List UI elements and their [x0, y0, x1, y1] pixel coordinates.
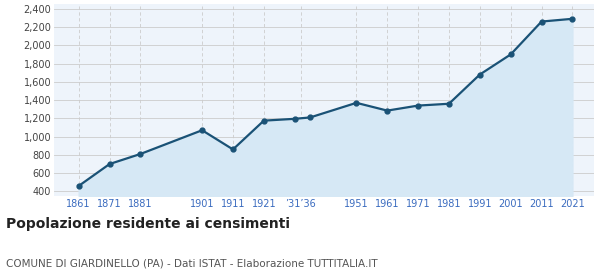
- Text: Popolazione residente ai censimenti: Popolazione residente ai censimenti: [6, 217, 290, 231]
- Text: COMUNE DI GIARDINELLO (PA) - Dati ISTAT - Elaborazione TUTTITALIA.IT: COMUNE DI GIARDINELLO (PA) - Dati ISTAT …: [6, 259, 377, 269]
